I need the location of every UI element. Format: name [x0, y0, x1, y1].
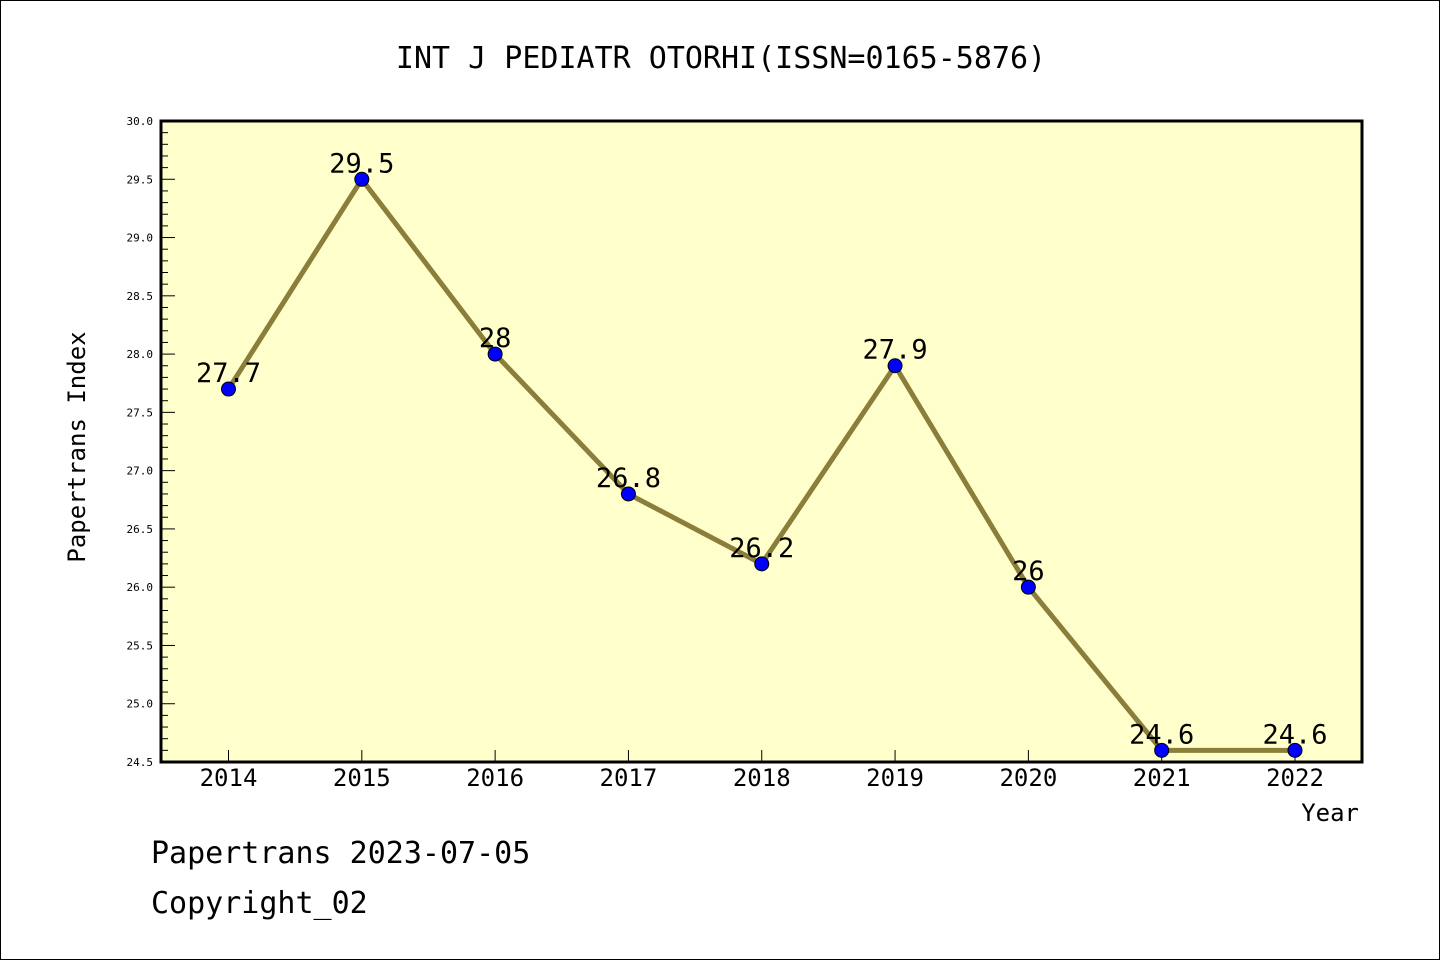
- data-label: 26.2: [729, 533, 794, 564]
- x-axis: 2014 2015 2016 2017 2018 2019 2020 2021 2022: [200, 750, 1324, 792]
- x-tick-label: 2014: [200, 764, 258, 792]
- data-point: [221, 381, 236, 397]
- y-tick-label: 26.5: [127, 523, 154, 536]
- series: [221, 171, 1303, 758]
- data-label: 24.6: [1262, 719, 1327, 750]
- chart-title: INT J PEDIATR OTORHI(ISSN=0165-5876): [396, 41, 1046, 76]
- data-label: 28: [479, 323, 512, 354]
- data-point: [887, 358, 903, 374]
- x-tick-label: 2015: [333, 764, 391, 792]
- y-axis-title: Papertrans Index: [63, 331, 91, 562]
- x-tick-label: 2022: [1266, 764, 1324, 792]
- data-label: 27.7: [196, 358, 261, 389]
- y-tick-label: 30.0: [127, 115, 154, 128]
- y-tick-label: 29.0: [127, 232, 154, 245]
- data-point: [1154, 742, 1170, 758]
- x-tick-label: 2021: [1133, 764, 1191, 792]
- data-point: [1287, 742, 1303, 758]
- y-tick-label: 25.5: [127, 639, 154, 652]
- data-point: [754, 556, 770, 572]
- y-axis: 24.5 25.0 25.5 26.0 26.5 27.0 27.5 28.0 28.5 29.0…: [127, 115, 175, 769]
- x-tick-label: 2020: [999, 764, 1057, 792]
- data-point: [620, 486, 636, 502]
- footer-copyright: Copyright_02: [151, 886, 368, 921]
- y-tick-label: 26.0: [127, 581, 154, 594]
- y-tick-label: 27.0: [127, 465, 154, 478]
- data-point: [354, 171, 370, 187]
- data-label: 26.8: [596, 463, 661, 494]
- y-tick-label: 24.5: [127, 756, 154, 769]
- data-label: 24.6: [1129, 719, 1194, 750]
- x-tick-label: 2017: [600, 764, 658, 792]
- data-point: [1020, 579, 1036, 595]
- y-tick-label: 29.5: [127, 173, 154, 186]
- data-point: [487, 346, 503, 362]
- data-label: 29.5: [329, 148, 394, 179]
- y-tick-label: 25.0: [127, 698, 154, 711]
- data-label: 27.9: [863, 335, 928, 366]
- data-labels: 27.7 29.5 28 26.8 26.2 27.9 26 24.6 24.6: [196, 148, 1328, 750]
- footer-date: Papertrans 2023-07-05: [151, 836, 531, 871]
- data-label: 26: [1012, 556, 1045, 587]
- x-axis-title: Year: [1301, 799, 1359, 827]
- x-tick-label: 2019: [866, 764, 924, 792]
- y-tick-label: 28.5: [127, 290, 154, 303]
- x-tick-label: 2016: [466, 764, 524, 792]
- plot-area: [159, 119, 1364, 764]
- y-tick-label: 28.0: [127, 348, 154, 361]
- x-tick-label: 2018: [733, 764, 791, 792]
- y-tick-label: 27.5: [127, 406, 154, 419]
